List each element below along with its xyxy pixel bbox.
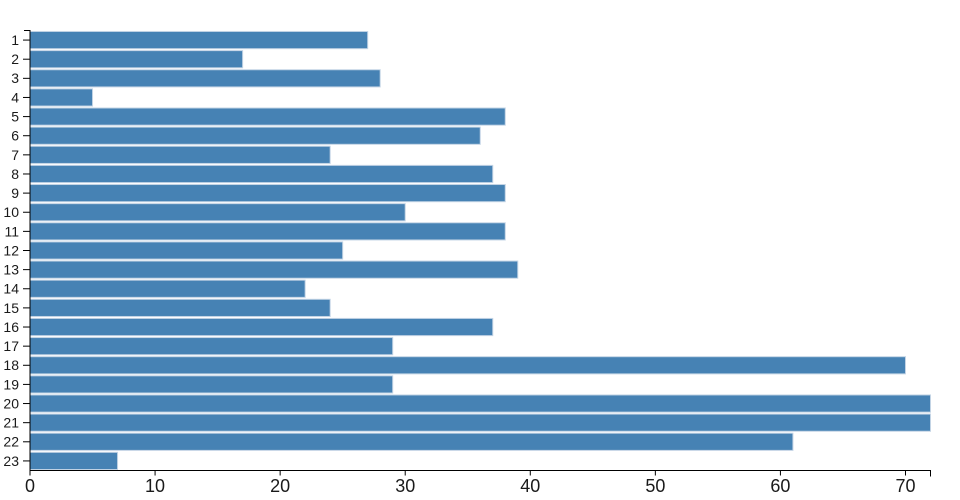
bar-category-3: [29, 69, 381, 88]
x-tick-label-30: 30: [395, 476, 415, 496]
x-axis-line: [30, 470, 931, 477]
bar-category-8: [29, 164, 494, 184]
y-tick-label-13: 13: [3, 262, 19, 278]
x-tick-label-50: 50: [645, 476, 665, 496]
bar-category-21: [29, 413, 931, 432]
bar-category-23: [29, 451, 119, 471]
x-tick-label-20: 20: [270, 476, 290, 496]
y-tick-label-19: 19: [3, 376, 19, 392]
x-tick-label-0: 0: [25, 476, 35, 496]
bar-category-18: [29, 356, 906, 375]
y-tick-label-6: 6: [11, 128, 19, 144]
bar-category-17: [29, 337, 394, 356]
y-tick-label-2: 2: [11, 51, 19, 67]
x-tick-label-10: 10: [145, 476, 165, 496]
bar-category-1: [29, 30, 369, 50]
bar-category-11: [29, 222, 506, 241]
y-axis-line: [24, 30, 31, 471]
y-tick-label-15: 15: [3, 300, 19, 316]
y-tick-label-12: 12: [3, 242, 19, 258]
y-tick-label-18: 18: [3, 357, 19, 373]
y-tick-label-7: 7: [11, 147, 19, 163]
bar-category-22: [29, 432, 794, 451]
y-tick-label-23: 23: [3, 453, 19, 469]
y-tick-label-1: 1: [11, 32, 19, 48]
y-tick-label-17: 17: [3, 338, 19, 354]
y-tick-label-20: 20: [3, 395, 19, 411]
bar-category-15: [29, 298, 331, 317]
bar-category-2: [29, 50, 244, 69]
y-tick-label-11: 11: [4, 223, 19, 239]
y-tick-label-9: 9: [11, 185, 19, 201]
bar-category-14: [29, 279, 306, 298]
bar-category-4: [29, 88, 94, 107]
bar-category-12: [29, 241, 344, 260]
bar-category-20: [29, 394, 931, 413]
x-tick-label-60: 60: [770, 476, 790, 496]
y-tick-label-22: 22: [3, 434, 19, 450]
y-tick-label-14: 14: [3, 281, 19, 297]
bar-category-9: [29, 184, 506, 203]
bar-category-13: [29, 260, 519, 279]
bar-category-19: [29, 375, 394, 394]
x-tick-label-70: 70: [895, 476, 915, 496]
y-tick-label-21: 21: [3, 415, 19, 431]
y-tick-label-10: 10: [3, 204, 19, 220]
bar-category-5: [29, 107, 506, 126]
y-tick-label-16: 16: [3, 319, 19, 335]
y-tick-label-8: 8: [11, 166, 19, 182]
y-tick-label-3: 3: [11, 70, 19, 86]
bar-category-7: [29, 145, 331, 164]
y-tick-label-4: 4: [11, 89, 19, 105]
bar-category-16: [29, 317, 494, 337]
bar-category-6: [29, 126, 481, 145]
x-tick-label-40: 40: [520, 476, 540, 496]
bar-category-10: [29, 203, 406, 222]
y-tick-label-5: 5: [11, 108, 19, 124]
